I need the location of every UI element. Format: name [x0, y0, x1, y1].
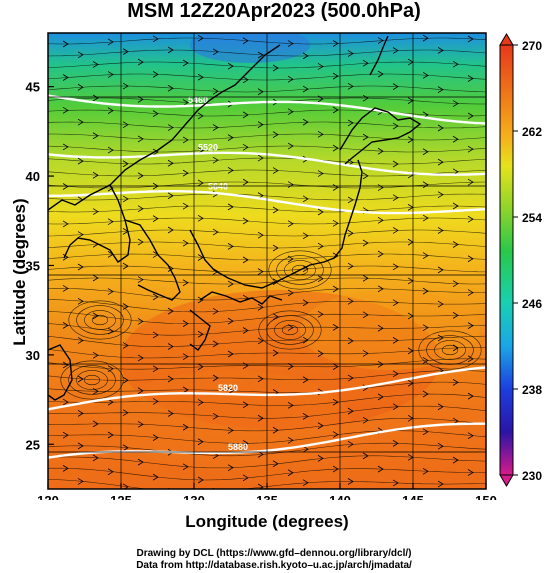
x-tick-label: 150: [475, 493, 497, 500]
y-tick-label: 45: [26, 80, 40, 95]
x-axis-ticks: 120 125 130 135 140 145 150: [37, 483, 497, 500]
x-tick-label: 130: [183, 493, 205, 500]
x-tick-label: 125: [110, 493, 132, 500]
contour-label: 5880: [228, 442, 248, 452]
x-axis-label: Longitude (degrees): [185, 512, 349, 531]
colorbar-label: 238: [522, 383, 542, 397]
x-tick-label: 145: [402, 493, 424, 500]
colorbar-label: 270: [522, 39, 542, 53]
map-title: MSM 12Z20Apr2023 (500.0hPa): [127, 0, 421, 22]
colorbar-min-arrow: [499, 474, 514, 487]
grid: [48, 33, 486, 489]
y-axis-label: Latitude (degrees): [10, 198, 29, 346]
colorbar-label: 246: [522, 297, 542, 311]
x-tick-label: 135: [256, 493, 278, 500]
colorbar-max-arrow: [499, 33, 514, 46]
contour-label: 5520: [198, 142, 218, 152]
x-tick-label: 140: [329, 493, 351, 500]
contour-label: 5820: [218, 383, 238, 393]
y-tick-label: 25: [26, 437, 40, 452]
wind-streamlines: [48, 34, 486, 489]
colorbar-label: 254: [522, 211, 542, 225]
y-axis-ticks: 25 30 35 40 45: [26, 80, 54, 452]
y-tick-label: 30: [26, 348, 40, 363]
credit-data: Data from http://database.rish.kyoto–u.a…: [136, 560, 412, 571]
colorbar-label: 230: [522, 469, 542, 483]
y-tick-label: 35: [26, 258, 40, 273]
colorbar: 270 262 254 246 238 230: [499, 33, 542, 487]
contour-label: 5460: [188, 95, 208, 105]
colorbar-label: 262: [522, 125, 542, 139]
credit-drawing: Drawing by DCL (https://www.gfd–dennou.o…: [136, 548, 412, 559]
coastline: [48, 35, 422, 401]
x-tick-label: 120: [37, 493, 59, 500]
contour-label: 5640: [208, 181, 228, 191]
y-tick-label: 40: [26, 169, 40, 184]
